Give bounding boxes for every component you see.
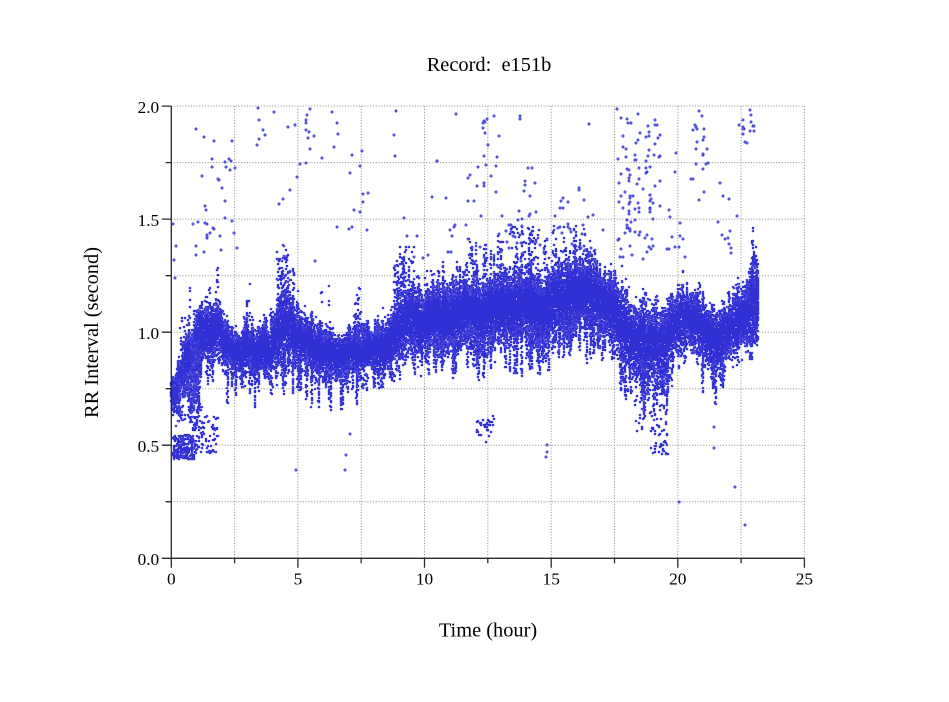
svg-text:25: 25 <box>796 570 813 589</box>
svg-text:5: 5 <box>294 570 303 589</box>
svg-text:RR Interval (second): RR Interval (second) <box>81 247 103 418</box>
svg-text:0: 0 <box>167 570 176 589</box>
svg-text:0.0: 0.0 <box>138 550 160 569</box>
svg-text:0.5: 0.5 <box>138 437 160 456</box>
svg-text:1.0: 1.0 <box>138 324 160 343</box>
svg-text:Time (hour): Time (hour) <box>439 620 537 642</box>
svg-text:15: 15 <box>543 570 560 589</box>
svg-text:Record: e151b: Record: e151b <box>427 54 552 76</box>
svg-text:2.0: 2.0 <box>138 98 160 117</box>
svg-text:20: 20 <box>669 570 686 589</box>
svg-text:1.5: 1.5 <box>138 211 160 230</box>
svg-text:10: 10 <box>416 570 433 589</box>
